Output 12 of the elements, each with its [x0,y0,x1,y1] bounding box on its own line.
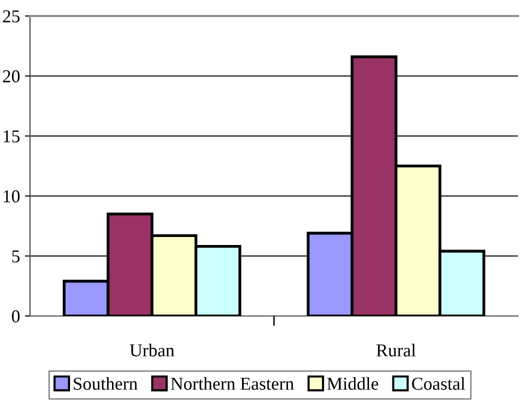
y-tick-label: 5 [12,250,20,262]
legend-label: Northern Eastern [170,377,294,390]
y-tick-label: 25 [3,10,20,22]
y-tick-label: 10 [4,190,20,202]
y-tick-label: 20 [3,70,20,82]
legend-label: Coastal [412,377,466,390]
y-tick-label: 15 [4,130,20,142]
y-tick-label: 0 [12,310,20,322]
legend-label: Middle [327,377,378,390]
x-tick-label: Rural [376,344,416,356]
legend-label: Southern [74,377,138,390]
x-tick-label: Urban [130,344,174,356]
